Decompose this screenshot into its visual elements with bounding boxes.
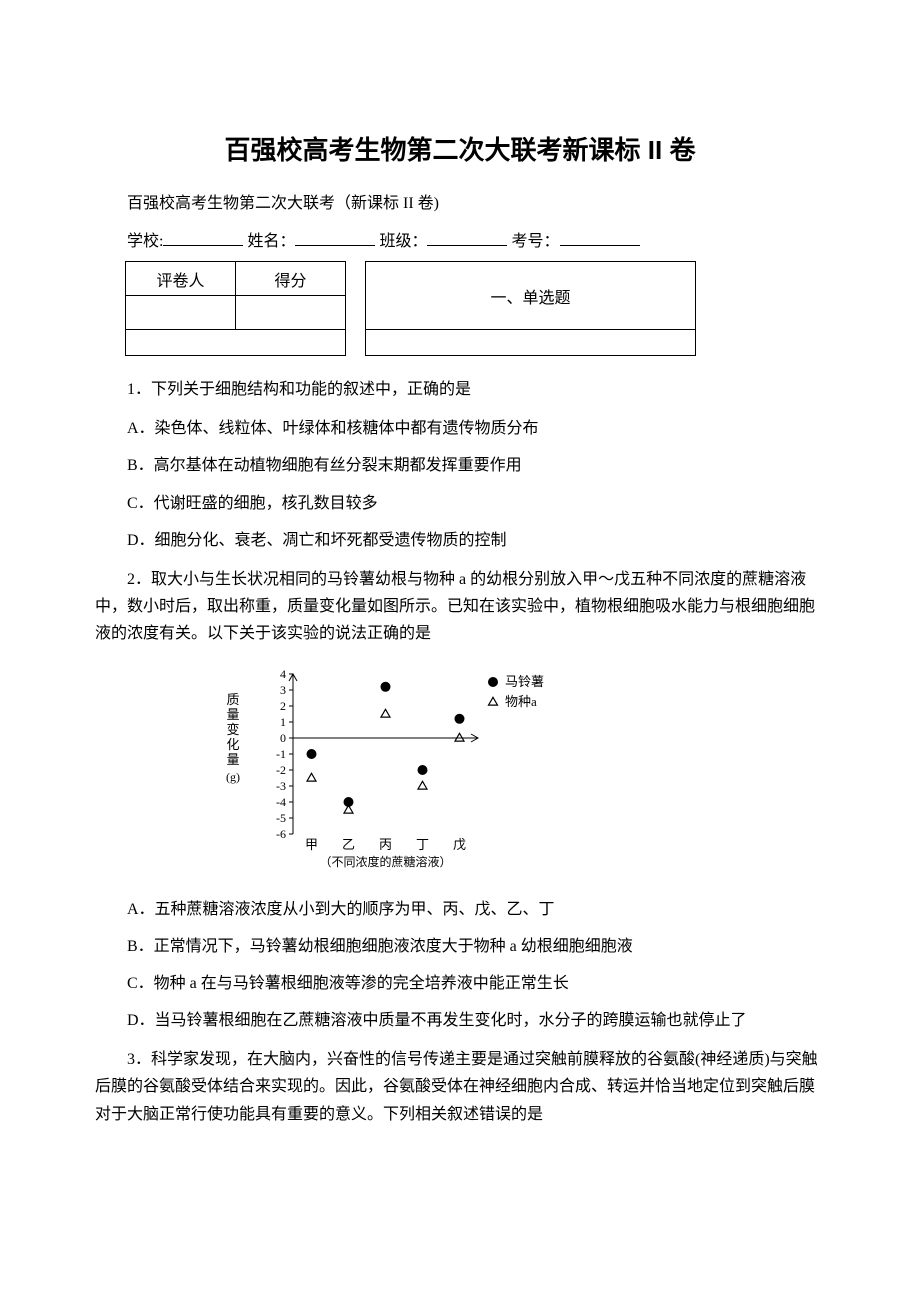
svg-text:1: 1 <box>280 715 286 729</box>
svg-text:物种a: 物种a <box>505 694 537 709</box>
svg-text:丁: 丁 <box>416 837 429 852</box>
meta-col1-blank <box>126 296 236 330</box>
q1-opt-d: D．细胞分化、衰老、凋亡和坏死都受遗传物质的控制 <box>95 527 825 554</box>
svg-text:-4: -4 <box>276 795 286 809</box>
q2-opt-b: B．正常情况下，马铃薯幼根细胞细胞液浓度大于物种 a 幼根细胞细胞液 <box>95 933 825 960</box>
meta-gap3 <box>346 330 366 356</box>
svg-text:量: 量 <box>226 707 239 722</box>
meta-gap2 <box>346 296 366 330</box>
name-blank <box>295 230 375 246</box>
name-label: 姓名： <box>247 233 295 250</box>
meta-col1-header: 评卷人 <box>126 262 236 296</box>
q1-opt-c: C．代谢旺盛的细胞，核孔数目较多 <box>95 490 825 517</box>
doc-subtitle: 百强校高考生物第二次大联考（新课标 II 卷) <box>95 189 825 213</box>
q1-stem: 1．下列关于细胞结构和功能的叙述中，正确的是 <box>95 376 825 403</box>
svg-text:-2: -2 <box>276 763 286 777</box>
svg-text:甲: 甲 <box>305 837 318 852</box>
school-blank <box>163 230 243 246</box>
svg-text:乙: 乙 <box>342 837 355 852</box>
svg-text:马铃薯: 马铃薯 <box>505 674 544 689</box>
examno-blank <box>560 230 640 246</box>
svg-text:0: 0 <box>280 731 286 745</box>
meta-row3-right <box>366 330 696 356</box>
svg-text:戊: 戊 <box>453 837 466 852</box>
class-blank <box>427 230 507 246</box>
svg-text:-5: -5 <box>276 811 286 825</box>
examno-label: 考号： <box>511 233 559 250</box>
svg-text:质: 质 <box>226 692 239 707</box>
q2-opt-a: A．五种蔗糖溶液浓度从小到大的顺序为甲、丙、戊、乙、丁 <box>95 896 825 923</box>
meta-table: 评卷人 得分 一、单选题 <box>125 261 696 356</box>
q2-chart: 43210-1-2-3-4-5-6甲乙丙丁戊（不同浓度的蔗糖溶液）质量变化量(g… <box>215 662 825 882</box>
svg-text:3: 3 <box>280 683 286 697</box>
meta-gap <box>346 262 366 296</box>
meta-section: 一、单选题 <box>366 262 696 330</box>
svg-text:化: 化 <box>226 737 239 752</box>
svg-text:-6: -6 <box>276 827 286 841</box>
meta-col2-blank <box>236 296 346 330</box>
q1-opt-a: A．染色体、线粒体、叶绿体和核糖体中都有遗传物质分布 <box>95 415 825 442</box>
svg-text:-1: -1 <box>276 747 286 761</box>
form-row: 学校: 姓名： 班级： 考号： <box>95 227 825 251</box>
svg-text:2: 2 <box>280 699 286 713</box>
svg-text:4: 4 <box>280 667 286 681</box>
doc-title: 百强校高考生物第二次大联考新课标 II 卷 <box>95 130 825 167</box>
q3-stem: 3．科学家发现，在大脑内，兴奋性的信号传递主要是通过突触前膜释放的谷氨酸(神经递… <box>95 1046 825 1128</box>
svg-text:（不同浓度的蔗糖溶液）: （不同浓度的蔗糖溶液） <box>319 854 451 869</box>
meta-col2-header: 得分 <box>236 262 346 296</box>
q2-opt-c: C．物种 a 在与马铃薯根细胞液等渗的完全培养液中能正常生长 <box>95 970 825 997</box>
meta-row3 <box>126 330 346 356</box>
meta-table-wrap: 评卷人 得分 一、单选题 <box>125 261 825 356</box>
class-label: 班级： <box>379 233 427 250</box>
q2-stem: 2．取大小与生长状况相同的马铃薯幼根与物种 a 的幼根分别放入甲～戊五种不同浓度… <box>95 566 825 648</box>
svg-text:变: 变 <box>226 722 239 737</box>
school-label: 学校: <box>127 233 163 250</box>
q2-opt-d: D．当马铃薯根细胞在乙蔗糖溶液中质量不再发生变化时，水分子的跨膜运输也就停止了 <box>95 1007 825 1034</box>
svg-text:丙: 丙 <box>379 837 392 852</box>
svg-text:-3: -3 <box>276 779 286 793</box>
svg-text:量: 量 <box>226 752 239 767</box>
svg-text:(g): (g) <box>226 770 240 784</box>
scatter-chart: 43210-1-2-3-4-5-6甲乙丙丁戊（不同浓度的蔗糖溶液）质量变化量(g… <box>215 662 575 882</box>
q1-opt-b: B．高尔基体在动植物细胞有丝分裂末期都发挥重要作用 <box>95 452 825 479</box>
